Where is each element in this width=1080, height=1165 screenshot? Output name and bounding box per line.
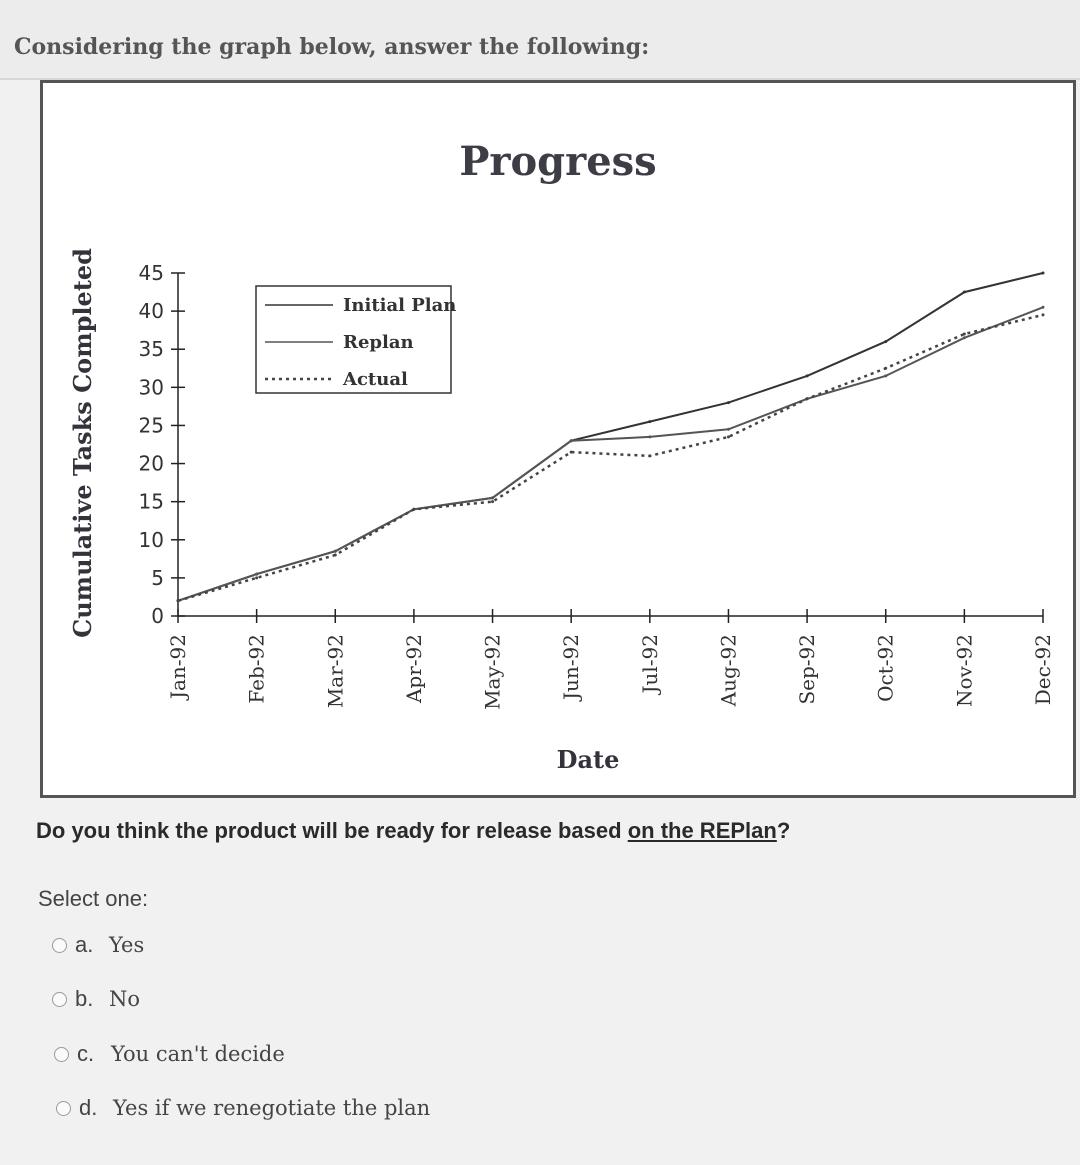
question-title: Considering the graph below, answer the … bbox=[14, 34, 650, 60]
progress-chart: Progress 0 5 10 15 20 25 30 35 40 45 Jan-92 Feb-92 Ma… bbox=[68, 138, 1055, 774]
series-3-point bbox=[884, 366, 888, 370]
x-tick-label: Jul-92 bbox=[638, 634, 662, 696]
series-3-point bbox=[569, 450, 573, 454]
legend-label-2: Replan bbox=[343, 332, 414, 353]
option-c[interactable]: c. You can't decide bbox=[54, 1041, 285, 1067]
option-b[interactable]: b. No bbox=[52, 986, 140, 1012]
series-3-point bbox=[962, 332, 966, 336]
legend-label-1: Initial Plan bbox=[343, 295, 456, 316]
question-prompt: Do you think the product will be ready f… bbox=[36, 818, 790, 844]
series-2-point bbox=[569, 439, 573, 443]
series-2-point bbox=[884, 374, 888, 378]
y-tick-label: 25 bbox=[139, 413, 164, 437]
x-tick-label: May-92 bbox=[481, 634, 505, 710]
progress-chart-figure: Progress 0 5 10 15 20 25 30 35 40 45 Jan-92 Feb-92 Ma… bbox=[40, 80, 1076, 798]
series-3-point bbox=[255, 576, 259, 580]
prompt-text: Do you think the product will be ready f… bbox=[36, 818, 628, 843]
series-3-point bbox=[1041, 313, 1045, 317]
radio-icon[interactable] bbox=[52, 991, 67, 1007]
series-1-point bbox=[805, 374, 809, 378]
option-letter: a. bbox=[75, 932, 94, 957]
y-tick-label: 0 bbox=[151, 604, 164, 628]
y-tick-label: 15 bbox=[139, 490, 164, 514]
series-1-point bbox=[726, 401, 730, 405]
x-tick-label: Jun-92 bbox=[559, 634, 583, 702]
y-axis-title: Cumulative Tasks Completed bbox=[68, 248, 97, 638]
select-one-label: Select one: bbox=[38, 886, 149, 911]
option-letter: b. bbox=[75, 986, 94, 1011]
x-tick-label: Apr-92 bbox=[402, 634, 426, 704]
y-tick-label: 35 bbox=[139, 337, 164, 361]
series-2-point bbox=[648, 435, 652, 439]
x-tick-label: Dec-92 bbox=[1031, 634, 1055, 705]
series-1-point bbox=[884, 340, 888, 344]
x-tick-label: Feb-92 bbox=[245, 634, 269, 704]
radio-icon[interactable] bbox=[54, 1046, 69, 1062]
series-3-point bbox=[726, 435, 730, 439]
option-d[interactable]: d. Yes if we renegotiate the plan bbox=[56, 1095, 430, 1121]
series-2-point bbox=[1041, 305, 1045, 309]
prompt-end: ? bbox=[776, 818, 791, 843]
radio-icon[interactable] bbox=[56, 1100, 71, 1116]
legend-label-3: Actual bbox=[342, 369, 408, 390]
x-tick-label: Oct-92 bbox=[874, 634, 898, 702]
series-3-point bbox=[805, 397, 809, 401]
x-axis-title: Date bbox=[557, 745, 620, 774]
option-letter: c. bbox=[77, 1041, 95, 1066]
option-letter: d. bbox=[79, 1095, 98, 1120]
series-2-point bbox=[333, 549, 337, 553]
series-line-2 bbox=[177, 306, 1044, 602]
x-tick-label: Mar-92 bbox=[323, 634, 347, 708]
series-1-point bbox=[962, 290, 966, 294]
x-tick-label: Aug-92 bbox=[716, 634, 740, 707]
series-1-point bbox=[648, 420, 652, 424]
radio-icon[interactable] bbox=[52, 937, 67, 953]
series-2-point bbox=[255, 572, 259, 576]
series-3-point bbox=[648, 454, 652, 458]
option-text: No bbox=[109, 987, 141, 1011]
x-tick-label: Nov-92 bbox=[952, 634, 976, 707]
series-3-point bbox=[333, 553, 337, 557]
y-tick-label: 20 bbox=[139, 452, 164, 476]
series-2-point bbox=[491, 496, 495, 500]
series-3-point bbox=[412, 507, 416, 511]
prompt-link: on the REPlan bbox=[627, 818, 777, 843]
y-tick-label: 40 bbox=[139, 299, 164, 323]
legend-box bbox=[255, 285, 452, 394]
x-tick-label: Jan-92 bbox=[166, 634, 190, 701]
y-tick-label: 45 bbox=[139, 261, 164, 285]
series-3-point bbox=[176, 599, 180, 603]
y-tick-label: 5 bbox=[151, 566, 164, 590]
option-text: Yes bbox=[109, 933, 145, 957]
option-text: You can't decide bbox=[111, 1042, 285, 1066]
chart-title: Progress bbox=[459, 138, 656, 185]
y-tick-label: 10 bbox=[139, 528, 164, 552]
y-tick-label: 30 bbox=[139, 375, 164, 399]
series-1-point bbox=[1041, 271, 1045, 275]
question-header: Considering the graph below, answer the … bbox=[0, 0, 1080, 80]
series-3-point bbox=[491, 500, 495, 504]
option-a[interactable]: a. Yes bbox=[52, 932, 144, 958]
series-line-3 bbox=[177, 313, 1044, 603]
series-2-point bbox=[726, 427, 730, 431]
option-text: Yes if we renegotiate the plan bbox=[113, 1096, 431, 1120]
series-2-point bbox=[962, 336, 966, 340]
x-tick-label: Sep-92 bbox=[795, 634, 819, 705]
